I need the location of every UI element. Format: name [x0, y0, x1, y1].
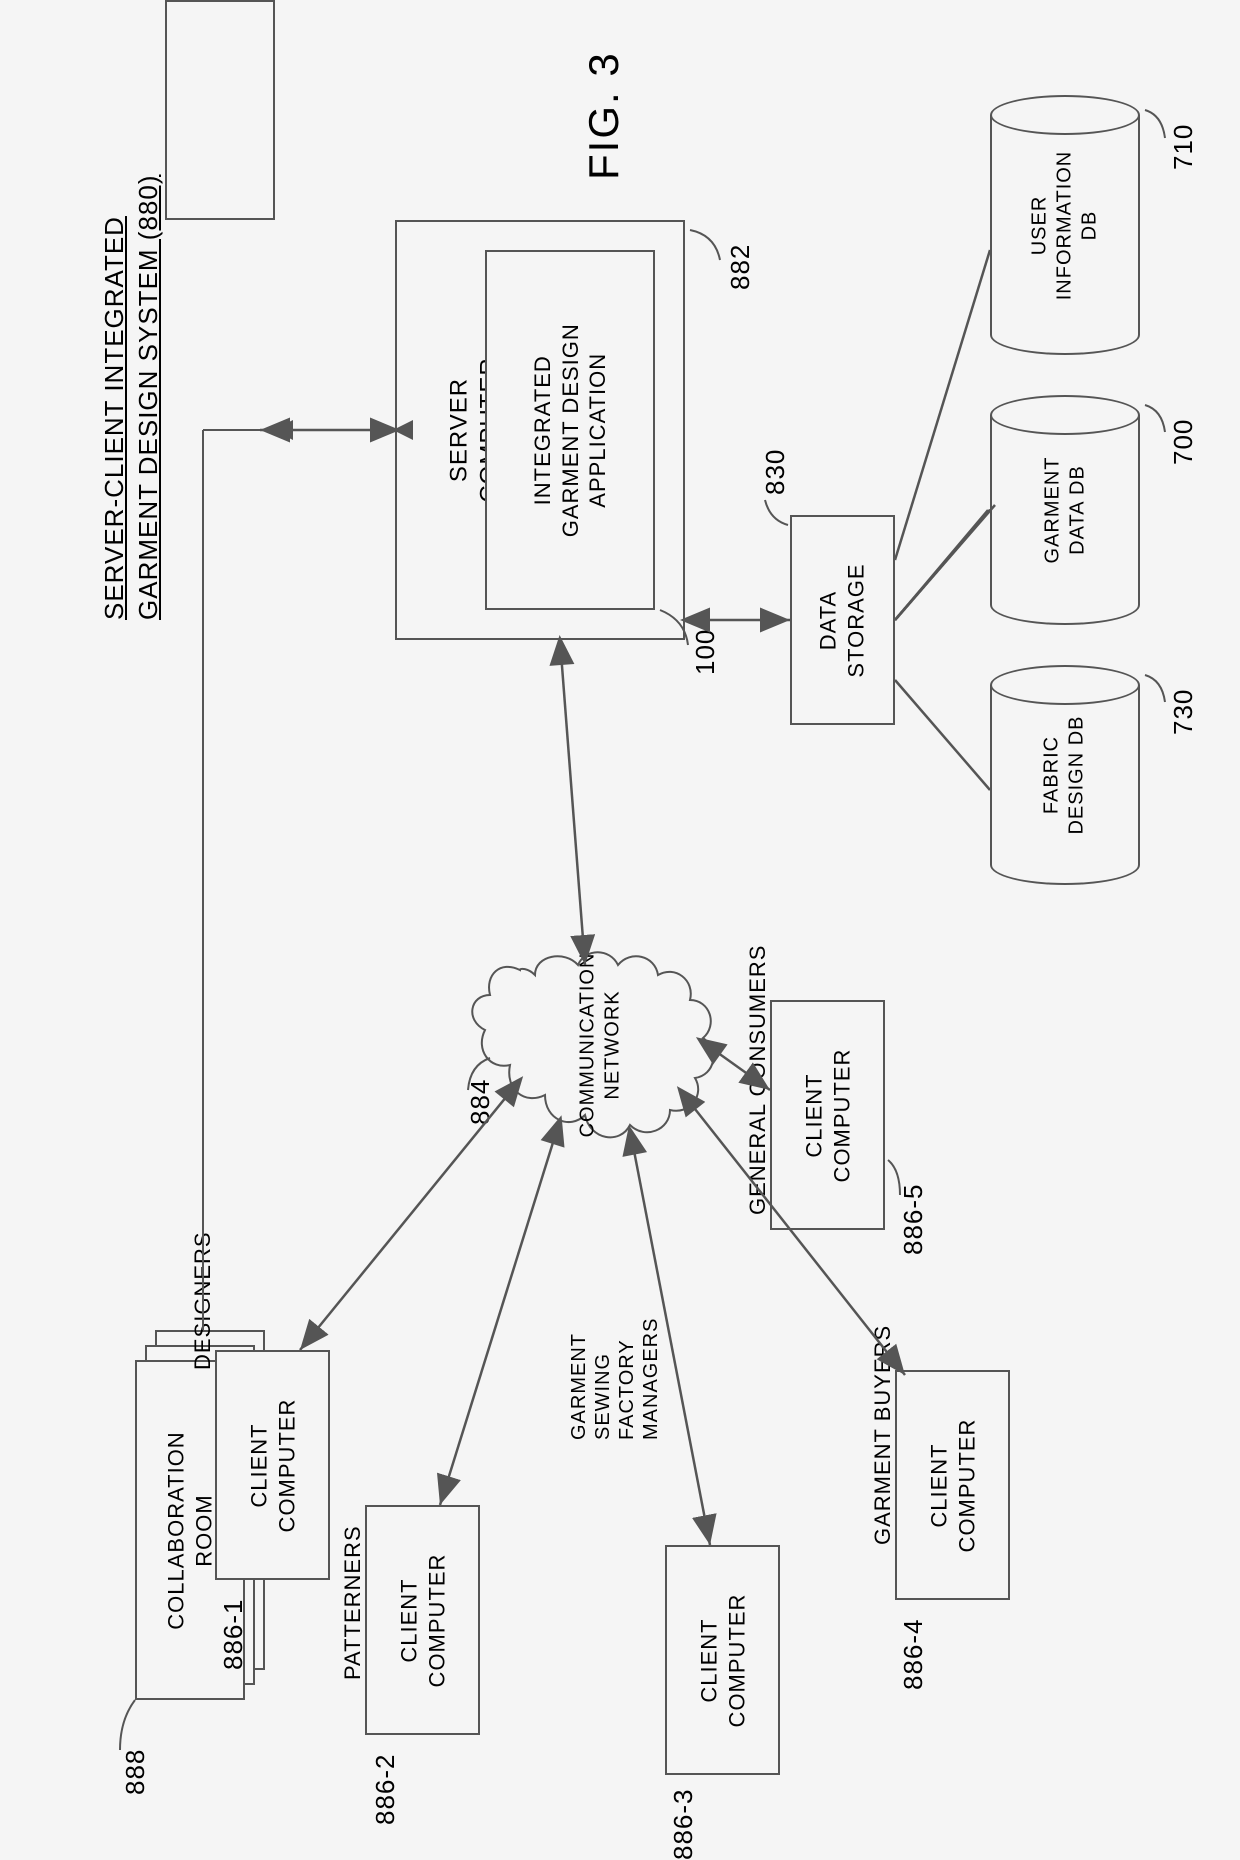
client-patterners-label: CLIENTCOMPUTER [395, 1553, 450, 1687]
client-factory-box: CLIENTCOMPUTER [665, 1545, 780, 1775]
client-buyers-ref: 886-4 [898, 1619, 929, 1691]
client-buyers-label: CLIENTCOMPUTER [925, 1418, 980, 1552]
client-consumers-label: CLIENTCOMPUTER [800, 1048, 855, 1182]
role-patterners: PATTERNERS [340, 1525, 366, 1680]
client-designers-ref: 886-1 [218, 1599, 249, 1671]
client-patterners-ref: 886-2 [370, 1754, 401, 1826]
role-designers: DESIGNERS [190, 1231, 216, 1370]
role-factory: GARMENTSEWINGFACTORYMANAGERS [567, 1318, 663, 1440]
client-patterners-box: CLIENTCOMPUTER [365, 1505, 480, 1735]
client-consumers-box: CLIENTCOMPUTER [770, 1000, 885, 1230]
client-factory-ref: 886-3 [668, 1789, 699, 1860]
client-consumers-ref: 886-5 [898, 1184, 929, 1256]
client-designers-box: CLIENTCOMPUTER [215, 1350, 330, 1580]
client-factory-label: CLIENTCOMPUTER [695, 1593, 750, 1727]
client-buyers-box: CLIENTCOMPUTER [895, 1370, 1010, 1600]
client-designers-label: CLIENTCOMPUTER [245, 1398, 300, 1532]
role-consumers: GENERAL CONSUMERS [745, 945, 771, 1215]
role-buyers: GARMENT BUYERS [870, 1325, 896, 1545]
